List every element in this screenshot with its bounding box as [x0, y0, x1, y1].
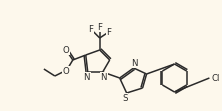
Text: O: O	[62, 66, 69, 75]
Text: S: S	[122, 93, 127, 102]
Text: N: N	[83, 72, 90, 81]
Text: F: F	[97, 23, 102, 32]
Text: F: F	[106, 28, 111, 37]
Text: N: N	[101, 72, 107, 81]
Text: N: N	[131, 58, 138, 67]
Text: O: O	[62, 46, 69, 55]
Text: Cl: Cl	[211, 73, 220, 82]
Text: F: F	[88, 25, 93, 34]
